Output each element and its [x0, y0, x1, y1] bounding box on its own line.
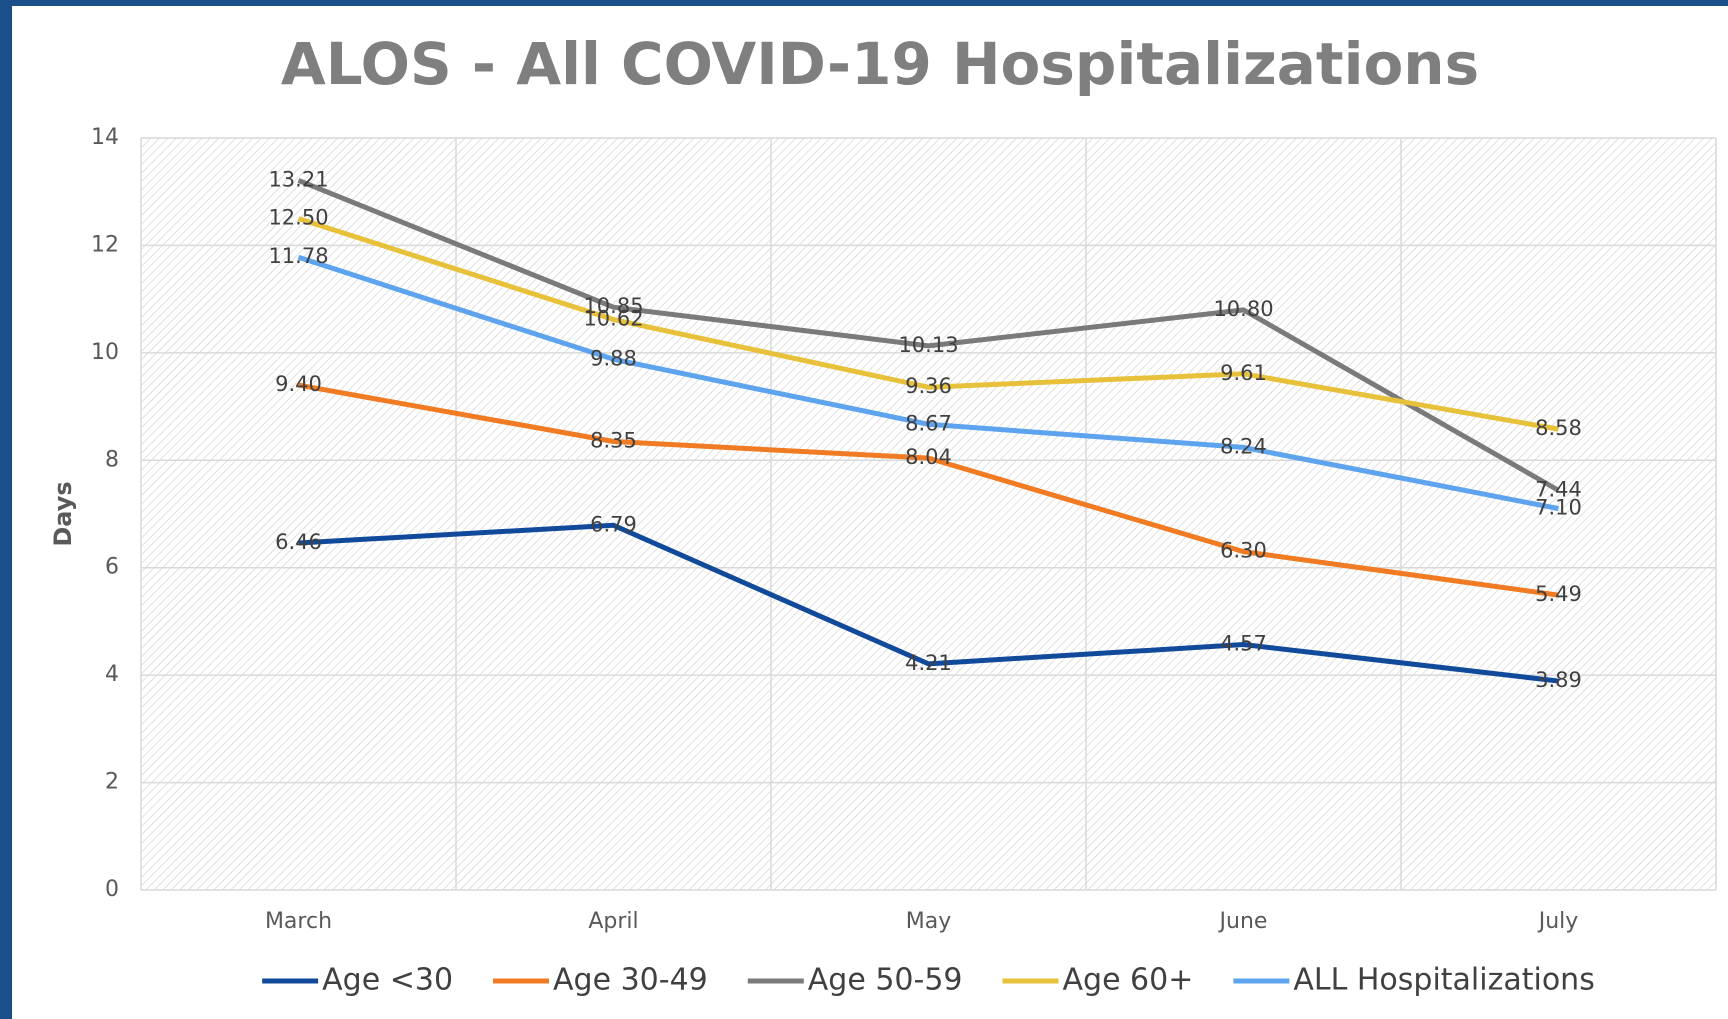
series-line: [297, 254, 1559, 512]
chart-title: ALOS - All COVID-19 Hospitalizations: [281, 30, 1479, 98]
data-label: 10.85: [583, 294, 643, 318]
data-label: 9.40: [275, 372, 322, 396]
data-label: 9.61: [1220, 361, 1267, 385]
series-line: [298, 522, 1559, 684]
data-label: 3.89: [1535, 668, 1582, 692]
data-label: 7.10: [1535, 496, 1582, 520]
plot-area: [141, 138, 1716, 890]
y-tick-label: 12: [91, 232, 119, 257]
data-label: 10.80: [1213, 297, 1273, 321]
y-tick-label: 2: [105, 770, 119, 795]
x-tick-label: May: [906, 909, 951, 934]
data-label: 6.46: [275, 530, 322, 554]
data-label: 10.62: [583, 307, 643, 331]
y-tick-label: 14: [91, 125, 119, 150]
data-label: 12.50: [268, 206, 328, 230]
y-axis-label: Days: [49, 481, 77, 546]
data-label: 13.21: [268, 167, 328, 191]
series-line: [298, 382, 1559, 598]
data-label: 4.57: [1220, 632, 1267, 656]
legend-label: Age <30: [322, 963, 453, 998]
x-tick-label: March: [265, 909, 332, 934]
data-label: 6.79: [590, 512, 637, 536]
data-label: 4.21: [905, 651, 952, 675]
data-label: 5.49: [1535, 582, 1582, 606]
y-tick-label: 6: [105, 555, 119, 580]
legend-label: Age 30-49: [553, 963, 708, 998]
data-label: 8.24: [1220, 434, 1267, 458]
data-label: 8.58: [1535, 416, 1582, 440]
data-label: 8.35: [590, 428, 637, 452]
legend-label: ALL Hospitalizations: [1293, 963, 1594, 998]
y-tick-label: 0: [105, 877, 119, 902]
y-tick-label: 8: [105, 447, 119, 472]
data-label: 10.13: [898, 333, 958, 357]
y-tick-label: 4: [105, 662, 119, 687]
y-tick-label: 10: [91, 340, 119, 365]
legend-label: Age 50-59: [808, 963, 963, 998]
series-line: [297, 178, 1560, 493]
data-label: 9.36: [905, 374, 952, 398]
data-label: 9.88: [590, 346, 637, 370]
x-tick-label: July: [1537, 909, 1579, 934]
series-line: [297, 216, 1559, 432]
data-label: 8.04: [905, 445, 952, 469]
data-label: 11.78: [268, 244, 328, 268]
x-tick-label: April: [588, 909, 638, 934]
data-label: 8.67: [905, 411, 952, 435]
data-label: 7.44: [1535, 477, 1582, 501]
data-label: 6.30: [1220, 539, 1267, 563]
legend-label: Age 60+: [1063, 963, 1194, 998]
x-tick-label: June: [1218, 909, 1268, 934]
